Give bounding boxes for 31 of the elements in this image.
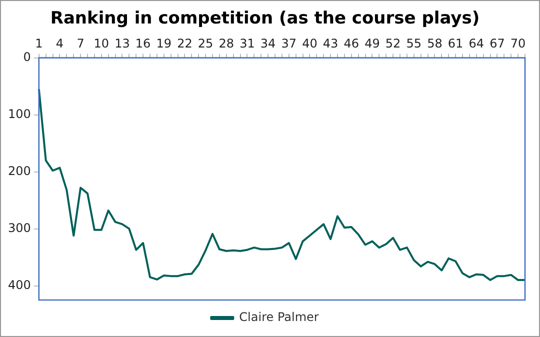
chart-title: Ranking in competition (as the course plays) <box>50 8 480 29</box>
x-tick-label: 19 <box>156 36 172 51</box>
x-tick-label: 55 <box>406 36 422 51</box>
x-tick-label: 49 <box>364 36 380 51</box>
x-tick-label: 40 <box>302 36 318 51</box>
x-tick-label: 13 <box>114 36 130 51</box>
x-tick-label: 70 <box>510 36 526 51</box>
x-tick-label: 31 <box>240 36 255 51</box>
x-tick-label: 46 <box>344 36 360 51</box>
x-tick-label: 52 <box>385 36 401 51</box>
x-tick-label: 58 <box>427 36 442 51</box>
x-tick-label: 16 <box>135 36 151 51</box>
x-tick-label: 61 <box>448 36 464 51</box>
x-tick-label: 43 <box>322 36 338 51</box>
x-tick-label: 67 <box>490 36 505 51</box>
y-tick-label: 100 <box>8 106 31 121</box>
y-tick-label: 0 <box>23 50 31 64</box>
x-tick-label: 4 <box>56 36 64 51</box>
x-tick-label: 7 <box>76 36 84 51</box>
y-tick-label: 200 <box>8 164 31 178</box>
x-tick-label: 25 <box>198 36 214 51</box>
legend-label: Claire Palmer <box>239 310 319 324</box>
x-tick-label: 34 <box>260 36 276 51</box>
x-tick-label: 22 <box>177 36 192 51</box>
x-tick-label: 10 <box>94 36 110 51</box>
x-tick-label: 64 <box>468 36 484 51</box>
x-tick-label: 28 <box>218 36 234 51</box>
x-tick-label: 37 <box>281 36 297 51</box>
y-tick-label: 400 <box>8 278 31 292</box>
y-tick-label: 300 <box>8 220 31 235</box>
x-tick-label: 1 <box>35 36 43 51</box>
